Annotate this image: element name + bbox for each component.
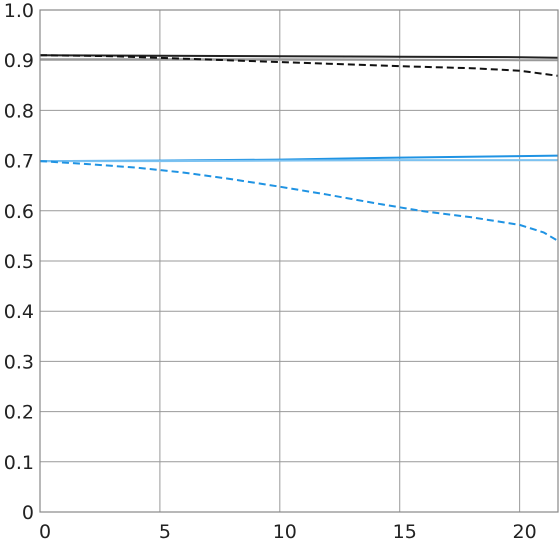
- y-tick-label: 0.7: [4, 151, 34, 173]
- y-tick-label: 1.0: [4, 0, 34, 22]
- y-tick-label: 0.5: [4, 251, 34, 273]
- y-tick-label: 0.8: [4, 100, 34, 122]
- series-group: [39, 54, 559, 242]
- x-tick-label: 20: [513, 521, 537, 542]
- series-line-3: [39, 54, 559, 77]
- y-tick-label: 0.9: [4, 50, 34, 72]
- y-tick-label: 0.2: [4, 402, 34, 424]
- x-tick-label: 0: [39, 521, 51, 542]
- x-axis-ticks: 0 5 10 15 20: [39, 521, 537, 542]
- x-tick-label: 15: [393, 521, 417, 542]
- series-line-1: [39, 54, 559, 59]
- y-tick-label: 0.4: [4, 301, 34, 323]
- y-tick-label: 0.6: [4, 201, 34, 223]
- y-tick-label: 0.1: [4, 452, 34, 474]
- series-line-6: [39, 160, 559, 242]
- x-tick-label: 5: [159, 521, 171, 542]
- plot-frame: [39, 9, 559, 513]
- y-axis-ticks: 0 0.1 0.2 0.3 0.4 0.5 0.6 0.7 0.8 0.9 1.0: [4, 0, 34, 524]
- x-tick-label: 10: [273, 521, 297, 542]
- y-tick-label: 0: [22, 502, 34, 524]
- y-tick-label: 0.3: [4, 351, 34, 373]
- series-line-5: [40, 159, 558, 163]
- series-line-2: [40, 58, 558, 62]
